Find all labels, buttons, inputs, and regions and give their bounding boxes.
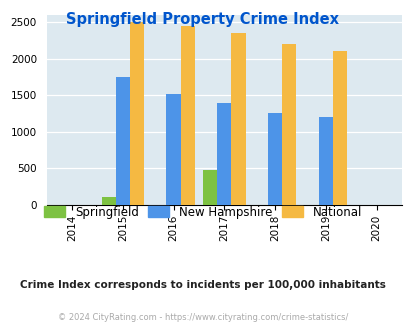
Bar: [115, 77, 130, 205]
Bar: [130, 22, 144, 205]
Bar: [281, 44, 296, 205]
Text: Crime Index corresponds to incidents per 100,000 inhabitants: Crime Index corresponds to incidents per…: [20, 280, 385, 290]
Text: © 2024 CityRating.com - https://www.cityrating.com/crime-statistics/: © 2024 CityRating.com - https://www.city…: [58, 313, 347, 322]
Bar: [332, 51, 346, 205]
Bar: [101, 197, 115, 205]
Bar: [267, 114, 281, 205]
Text: Springfield Property Crime Index: Springfield Property Crime Index: [66, 12, 339, 26]
Bar: [217, 103, 231, 205]
Bar: [202, 170, 217, 205]
Bar: [166, 94, 180, 205]
Bar: [231, 33, 245, 205]
Bar: [180, 26, 194, 205]
Legend: Springfield, New Hampshire, National: Springfield, New Hampshire, National: [39, 201, 366, 223]
Bar: [318, 117, 332, 205]
